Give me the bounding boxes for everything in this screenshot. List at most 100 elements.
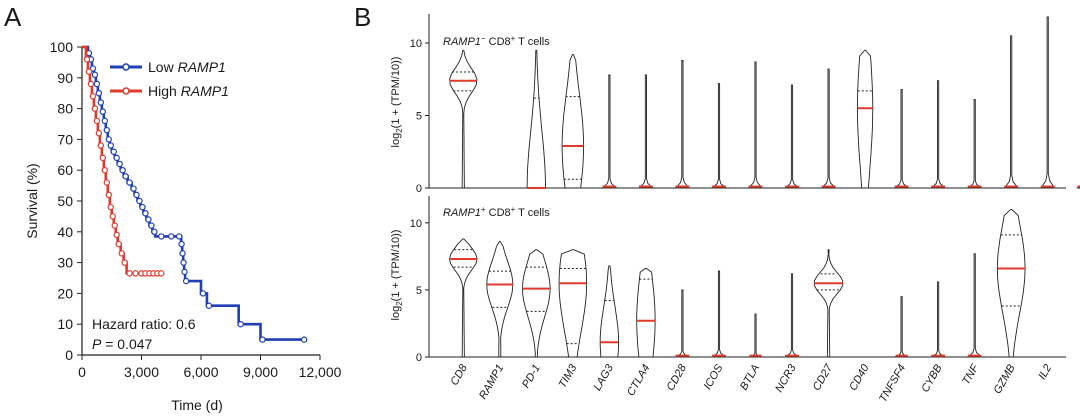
y-tick-label: 20 <box>57 285 73 301</box>
survival-curves <box>82 45 308 343</box>
censor-mark-high <box>85 68 93 75</box>
violin-marks <box>449 16 1080 358</box>
legend-label-high: High RAMP1 <box>148 83 229 99</box>
censor-mark-high <box>113 231 120 239</box>
violin-shape <box>710 83 728 189</box>
censor-mark-low <box>168 233 175 240</box>
censor-mark-low <box>101 117 109 125</box>
censor-mark-low <box>158 233 165 240</box>
survival-line-high <box>82 45 162 275</box>
censor-mark-low <box>103 126 110 134</box>
gene-label: ICOS <box>702 362 726 392</box>
censor-mark-high <box>101 166 109 174</box>
censor-mark-low <box>145 216 152 223</box>
violin-shape <box>561 54 585 189</box>
censor-mark-high <box>83 56 91 63</box>
censor-mark-low <box>126 179 133 186</box>
censor-mark-low <box>175 233 183 240</box>
legend-marker-high <box>122 87 130 95</box>
survival-axes: 0 10 20 30 40 50 60 70 80 90 100 0 3,000 6,000 9,000 12… <box>50 39 342 380</box>
censor-mark-high <box>99 154 107 162</box>
x-axis-title: Time (d) <box>171 397 223 413</box>
censor-mark-low <box>93 80 101 88</box>
x-tick-label: 6,000 <box>183 364 218 380</box>
y-tick-label: 50 <box>57 193 73 209</box>
censor-mark-high <box>105 191 112 199</box>
x-tick-label: 3,000 <box>124 364 159 380</box>
violin-shape <box>599 265 620 358</box>
censor-mark-high <box>107 203 114 211</box>
censor-mark-low <box>179 250 186 257</box>
censor-mark-low <box>107 142 114 149</box>
violin-shape <box>449 238 478 358</box>
censor-mark-low <box>105 136 112 143</box>
censor-mark-low <box>136 197 143 205</box>
censor-mark-high <box>126 270 133 277</box>
violin-shape <box>929 281 947 358</box>
censor-mark-high <box>87 80 95 88</box>
violin-shape <box>783 84 801 189</box>
censor-mark-low <box>142 210 149 217</box>
censor-mark-low <box>119 166 126 174</box>
censor-mark-high <box>93 117 101 125</box>
gene-label: RAMP1 <box>477 363 506 402</box>
y-axis-title: Survival (%) <box>24 163 40 238</box>
gene-label: GZMB <box>992 363 1018 397</box>
violin-row-title-bottom: RAMP1+ CD8+ T cells <box>443 205 550 219</box>
violin-shape <box>996 208 1026 358</box>
x-tick-label: 0 <box>78 364 86 380</box>
y-tick-label: 10 <box>57 316 73 332</box>
censor-mark-high <box>91 105 99 112</box>
violin-shape <box>893 88 910 189</box>
violin-shape <box>820 68 837 189</box>
y-tick-label: 40 <box>57 224 73 240</box>
violin-y-axis-title-bottom: log2(1 + (TPM/10)) <box>390 230 404 321</box>
violin-y-tick-label: 0 <box>416 352 422 364</box>
censor-mark-low <box>300 336 308 343</box>
violin-shape <box>673 289 691 358</box>
violin-shape <box>813 249 844 358</box>
gene-label: CD27 <box>811 362 836 393</box>
censor-mark-high <box>89 93 97 100</box>
censor-mark-high <box>132 270 139 277</box>
gene-label: TIM3 <box>557 362 580 390</box>
violin-shape <box>601 74 618 189</box>
violin-y-tick-label: 10 <box>410 38 422 50</box>
censor-mark-low <box>181 268 188 276</box>
censor-mark-low <box>113 154 120 162</box>
x-tick-label: 12,000 <box>299 364 342 380</box>
censor-mark-low <box>91 71 99 78</box>
censor-mark-high <box>109 213 116 220</box>
censor-mark-high <box>158 270 165 277</box>
censor-mark-low <box>116 160 123 168</box>
violin-shape <box>1003 35 1020 189</box>
y-tick-label: 90 <box>57 70 73 86</box>
censor-mark-high <box>118 250 125 257</box>
gene-label: NCR3 <box>773 362 799 395</box>
survival-chart: 0 10 20 30 40 50 60 70 80 90 100 0 3,000 6,000 9,000 12… <box>24 39 342 413</box>
violin-y-tick-label: 5 <box>416 111 422 123</box>
censor-mark-high <box>121 259 128 266</box>
violin-shape <box>748 313 763 358</box>
gene-label: IL2 <box>1036 363 1054 382</box>
y-tick-label: 60 <box>57 162 73 178</box>
gene-label: CTLA4 <box>625 363 653 399</box>
violin-shape <box>930 80 947 189</box>
violin-shape <box>526 49 546 189</box>
censor-mark-low <box>151 228 158 235</box>
censor-mark-low <box>99 108 107 115</box>
panel-label-b: B <box>354 2 371 32</box>
violin-row-title-top: RAMP1− CD8+ T cells <box>443 34 550 48</box>
violin-shape <box>486 241 514 358</box>
gene-label: CD40 <box>847 362 872 393</box>
censor-mark-low <box>133 191 140 199</box>
violin-shape <box>522 249 551 358</box>
censor-mark-low <box>237 321 244 328</box>
gene-label: TNF <box>960 361 982 387</box>
legend-label-low: Low RAMP1 <box>148 59 226 75</box>
censor-mark-low <box>199 290 207 297</box>
violin-y-axis-title-top: log2(1 + (TPM/10)) <box>390 57 404 148</box>
survival-legend: Low RAMP1 High RAMP1 <box>110 59 229 99</box>
censor-mark-low <box>180 259 187 266</box>
